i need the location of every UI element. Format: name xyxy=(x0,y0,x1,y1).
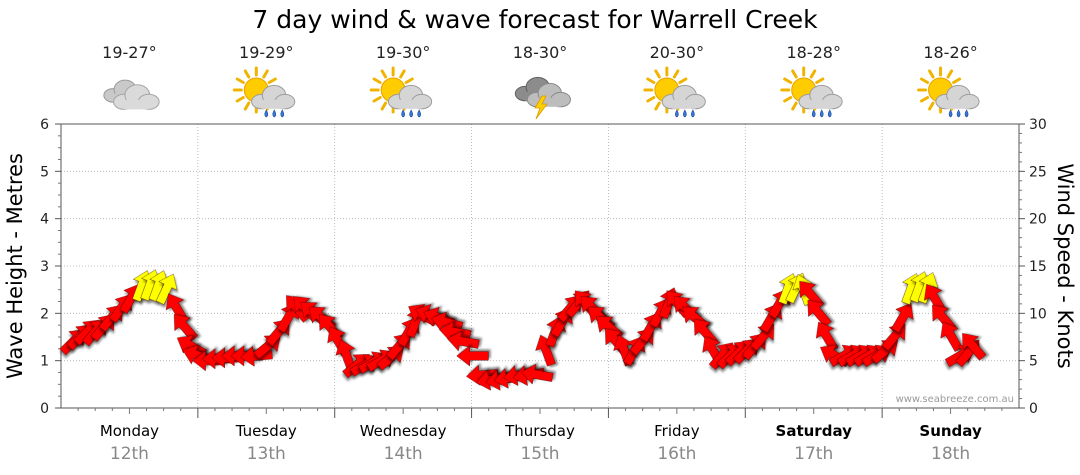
cloud-shape xyxy=(251,84,296,110)
wind-arrow xyxy=(456,345,489,367)
sun-cloud-rain-icon xyxy=(643,66,706,118)
cloud-shape xyxy=(113,84,160,110)
temperature-label: 19-29° xyxy=(239,43,294,62)
wind-arrow xyxy=(962,332,987,361)
right-tick-label: 15 xyxy=(1029,259,1047,275)
temperature-label: 19-30° xyxy=(376,43,431,62)
sun-cloud-rain-icon xyxy=(232,66,296,118)
sun-cloud-rain-icon xyxy=(917,66,980,118)
day-name-label: Monday xyxy=(100,422,159,440)
cloud-shape xyxy=(661,84,706,110)
day-headers: 19-27° 19-29° 19-30° 18-30° 20-30° 18-28° 18-2… xyxy=(102,43,980,120)
day-date-label: 12th xyxy=(110,444,149,464)
wind-arrow xyxy=(447,330,480,352)
rain-drops xyxy=(264,109,285,118)
left-tick-label: 5 xyxy=(40,164,49,180)
left-tick-label: 3 xyxy=(40,259,49,275)
cloudy-icon xyxy=(103,79,160,110)
right-tick-label: 20 xyxy=(1029,212,1047,228)
temperature-label: 19-27° xyxy=(102,43,157,62)
left-tick-label: 6 xyxy=(40,117,49,133)
right-tick-label: 10 xyxy=(1029,306,1047,322)
wind-arrow xyxy=(173,313,199,342)
left-tick-label: 4 xyxy=(40,212,49,228)
right-tick-label: 30 xyxy=(1029,117,1047,133)
rain-drops xyxy=(948,109,969,118)
temperature-label: 18-28° xyxy=(786,43,841,62)
sun-cloud-rain-icon xyxy=(369,66,433,118)
right-tick-label: 5 xyxy=(1029,354,1038,370)
wind-arrow xyxy=(940,321,963,352)
day-name-label: Saturday xyxy=(776,422,853,440)
temperature-label: 18-30° xyxy=(513,43,568,62)
day-date-label: 14th xyxy=(384,444,423,464)
temperature-label: 20-30° xyxy=(650,43,705,62)
left-tick-label: 1 xyxy=(40,354,49,370)
sun-cloud-rain-icon xyxy=(780,66,843,118)
cloud-shape xyxy=(798,84,843,110)
credit-text: www.seabreeze.com.au xyxy=(896,394,1014,405)
rain-drops xyxy=(675,109,695,118)
rain-drops xyxy=(401,109,421,118)
day-date-label: 15th xyxy=(520,444,559,464)
day-date-label: 18th xyxy=(931,444,970,464)
cloud-shape xyxy=(387,84,433,110)
wind-arrow xyxy=(891,302,914,334)
cloud-shape xyxy=(526,82,571,108)
left-tick-label: 2 xyxy=(40,306,49,322)
wind-arrow xyxy=(520,363,554,385)
day-date-label: 17th xyxy=(794,444,833,464)
day-name-label: Friday xyxy=(654,422,700,440)
day-date-label: 13th xyxy=(247,444,286,464)
right-tick-label: 0 xyxy=(1029,401,1038,417)
day-name-label: Wednesday xyxy=(360,422,447,440)
sun-shape xyxy=(780,66,828,114)
temperature-label: 18-26° xyxy=(923,43,978,62)
wind-arrow xyxy=(815,321,839,352)
right-axis: 0 5 10 15 20 25 30 xyxy=(1019,117,1047,417)
chart-title: 7 day wind & wave forecast for Warrell C… xyxy=(252,5,818,34)
bottom-axis: Monday 12th Tuesday 13th Wednesday 14th Thursd… xyxy=(77,408,1003,464)
left-tick-label: 0 xyxy=(40,401,49,417)
left-axis-label: Wave Height - Metres xyxy=(3,153,27,379)
day-name-label: Sunday xyxy=(919,422,982,440)
cloud-shape xyxy=(935,84,980,110)
wind-arrow xyxy=(155,273,178,305)
rain-drops xyxy=(811,109,832,118)
day-date-label: 16th xyxy=(657,444,696,464)
storm-icon xyxy=(514,76,571,120)
right-tick-label: 25 xyxy=(1029,164,1047,180)
right-axis-label: Wind Speed - Knots xyxy=(1053,163,1077,368)
left-axis: 0 1 2 3 4 5 6 xyxy=(40,117,61,417)
day-name-label: Thursday xyxy=(504,422,575,440)
wind-arrow xyxy=(807,299,832,328)
lightning-bolt xyxy=(534,95,548,120)
wind-arrows xyxy=(59,269,987,391)
day-name-label: Tuesday xyxy=(235,422,297,440)
